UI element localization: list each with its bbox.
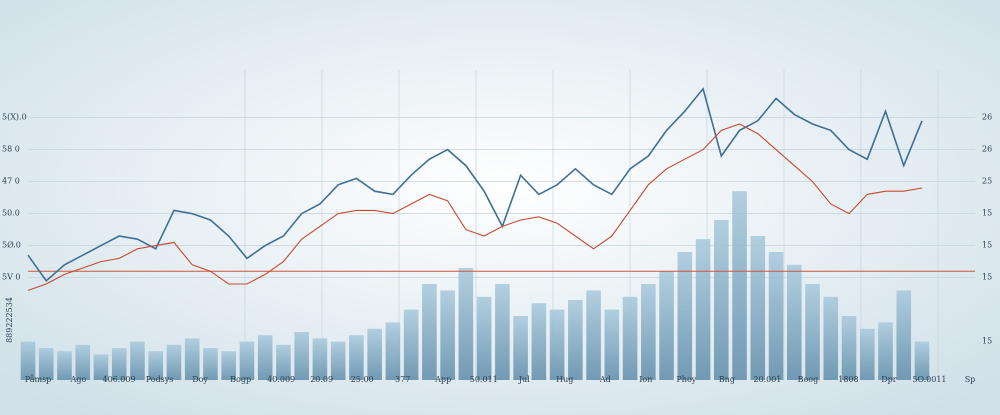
x-tick-label: 20.09 <box>310 375 333 384</box>
x-tick-label: Bogp <box>230 375 251 384</box>
x-tick-label: Hug <box>556 375 573 384</box>
volume-bar <box>878 322 893 380</box>
volume-bar <box>513 316 528 380</box>
volume-bar <box>148 351 164 380</box>
volume-bar <box>294 332 309 380</box>
volume-bar <box>549 309 565 380</box>
volume-bar <box>403 309 419 380</box>
y-tick-label: 47 0 <box>2 177 20 186</box>
x-tick-label: Ion <box>639 375 652 384</box>
y2-tick-label: 15 <box>982 273 992 282</box>
volume-bar <box>93 354 109 380</box>
volume-bar <box>805 284 820 380</box>
volume-bar <box>586 290 601 380</box>
volume-bar <box>622 296 638 380</box>
volume-bar <box>111 348 127 380</box>
volume-bar <box>677 252 693 380</box>
volume-bar <box>349 335 364 380</box>
x-tick-label: Ad <box>599 375 611 384</box>
volume-bar <box>330 341 346 380</box>
volume-bar <box>732 191 747 380</box>
volume-bar <box>841 316 857 380</box>
volume-bar <box>75 344 91 380</box>
y-tick-label: 5V 0 <box>2 273 21 282</box>
volume-bar <box>695 239 711 380</box>
volume-bar <box>859 328 875 380</box>
x-tick-label: 50.011 <box>470 375 498 384</box>
volume-bar <box>823 296 839 380</box>
x-tick-label: Doy <box>192 375 208 384</box>
volume-bar <box>422 284 437 380</box>
volume-bar <box>476 296 492 380</box>
volume-bar <box>641 284 656 380</box>
volume-bar <box>495 284 510 380</box>
y2-tick-label: 15 <box>982 241 992 250</box>
x-tick-label: Ago <box>70 375 87 384</box>
y-tick-label: 5(X).0 <box>2 113 27 122</box>
x-tick-label: Boog <box>798 375 819 384</box>
x-tick-label: Jul <box>518 375 530 384</box>
volume-bar <box>221 351 236 380</box>
volume-bar <box>257 335 273 380</box>
y2-tick-label: 26 <box>982 113 992 122</box>
x-tick-label: App <box>434 375 451 384</box>
x-tick-label: 40.009 <box>267 375 295 384</box>
x-tick-label: Bng <box>719 375 735 384</box>
volume-bar <box>312 338 328 380</box>
series-line <box>27 123 923 291</box>
volume-bar <box>239 341 255 380</box>
volume-bar <box>166 344 182 380</box>
x-tick-label: 377 <box>395 375 410 384</box>
volume-bar <box>203 348 218 380</box>
volume-bar <box>440 290 455 380</box>
y2-tick-label: 25 <box>982 177 992 186</box>
x-tick-label: 406.009 <box>102 375 135 384</box>
x-tick-label: Phoy <box>676 375 696 384</box>
x-tick-label: Dpr <box>881 375 897 384</box>
x-tick-label: 5O.0011 <box>912 375 946 384</box>
volume-bar <box>38 348 54 380</box>
x-tick-label: 1808 <box>838 375 858 384</box>
y-tick-label: 58 0 <box>2 145 20 154</box>
volume-bar <box>914 341 930 380</box>
volume-bar <box>786 264 802 380</box>
volume-bar <box>768 252 784 380</box>
x-tick-label: Sp <box>965 375 976 384</box>
volume-bar <box>367 328 382 380</box>
volume-bar <box>604 309 620 380</box>
x-tick-label: Podsys <box>146 375 174 384</box>
x-tick-label: 20.001 <box>753 375 781 384</box>
series-line <box>27 87 923 282</box>
volume-bar <box>130 341 145 380</box>
side-label: 889222534 <box>5 297 14 343</box>
volume-bar <box>276 344 291 380</box>
y2-tick-label: 26 <box>982 145 992 154</box>
x-tick-label: Påmsp <box>25 375 52 384</box>
volume-bar <box>20 341 36 380</box>
volume-bar <box>57 351 72 380</box>
volume-bar <box>531 303 547 380</box>
y-tick-label: 5Ø.0 <box>2 241 21 250</box>
y2-tick-label: 15 <box>982 337 992 346</box>
volume-bar <box>184 338 200 380</box>
volume-bar <box>659 271 674 380</box>
volume-bar <box>714 220 729 380</box>
volume-bar <box>896 290 912 380</box>
volume-bar <box>458 268 474 380</box>
y-tick-label: 50.0 <box>2 209 20 218</box>
x-tick-label: 25.00 <box>351 375 374 384</box>
volume-bar <box>568 300 583 380</box>
y2-tick-label: 15 <box>982 209 992 218</box>
volume-bar <box>750 236 766 380</box>
volume-bar <box>385 322 401 380</box>
